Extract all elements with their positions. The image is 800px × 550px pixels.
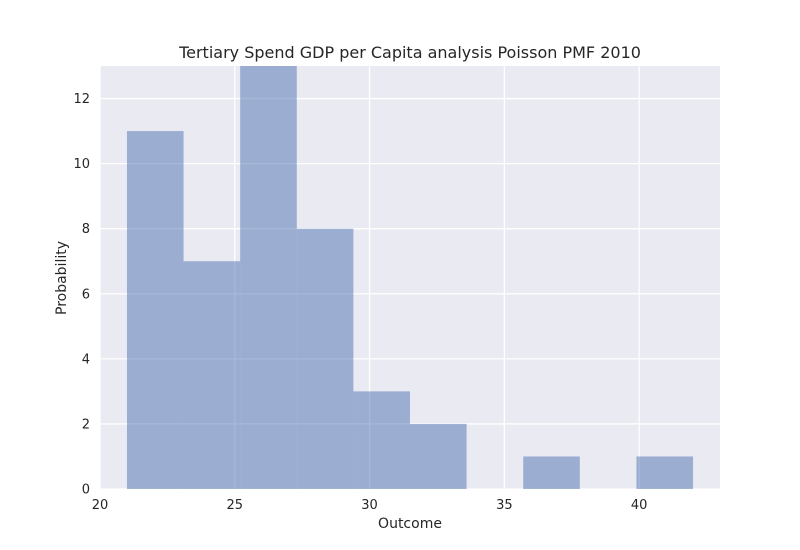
y-tick-labels: 0 2 4 6 8 10 12 xyxy=(73,92,90,497)
x-tick-label: 35 xyxy=(496,498,513,513)
histogram-bar xyxy=(240,66,297,489)
y-tick-label: 10 xyxy=(73,157,90,172)
histogram-bar xyxy=(636,456,694,489)
y-tick-label: 8 xyxy=(82,222,90,237)
histogram-bar xyxy=(183,261,241,489)
x-tick-label: 20 xyxy=(92,498,109,513)
x-tick-label: 25 xyxy=(227,498,244,513)
y-tick-label: 4 xyxy=(82,352,90,367)
x-tick-labels: 20 25 30 35 40 xyxy=(92,498,648,513)
chart-title: Tertiary Spend GDP per Capita analysis P… xyxy=(178,43,641,62)
histogram-bar xyxy=(410,423,467,489)
y-axis-label: Probability xyxy=(54,241,70,315)
y-tick-label: 2 xyxy=(82,417,90,432)
y-tick-label: 6 xyxy=(82,287,90,302)
histogram-bar xyxy=(523,456,580,489)
x-tick-label: 30 xyxy=(361,498,378,513)
histogram-bar xyxy=(353,391,410,489)
bars xyxy=(126,66,694,490)
histogram-bar xyxy=(296,228,354,489)
y-tick-label: 12 xyxy=(73,92,90,107)
y-tick-label: 0 xyxy=(82,483,90,498)
x-axis-label: Outcome xyxy=(378,516,442,532)
histogram-bar xyxy=(126,131,184,490)
x-tick-label: 40 xyxy=(631,498,648,513)
